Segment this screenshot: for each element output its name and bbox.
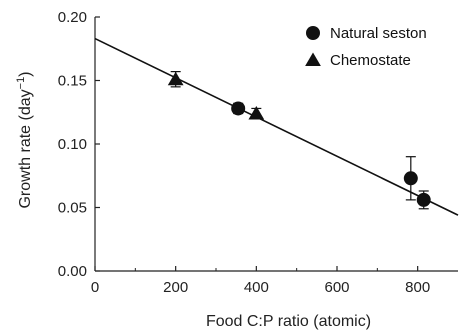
legend: Natural seston Chemostate	[305, 25, 427, 69]
y-tick-label: 0.20	[58, 9, 87, 26]
y-tick-label: 0.05	[58, 200, 87, 217]
legend-marker	[305, 52, 321, 66]
x-tick-label: 600	[324, 279, 349, 296]
y-tick-label: 0.00	[58, 263, 87, 280]
x-tick-label: 400	[244, 279, 269, 296]
y-axis-title: Growth rate (day−1)	[15, 71, 34, 208]
x-tick-label: 0	[91, 279, 99, 296]
x-axis-title-text: Food C:P ratio (atomic)	[206, 313, 371, 330]
point-natural-seston	[231, 101, 246, 116]
y-axis-title-superscript: −1	[15, 77, 27, 90]
point-natural-seston	[403, 171, 418, 186]
y-axis-title-close: )	[17, 71, 34, 76]
data-points	[167, 71, 431, 210]
y-tick-label: 0.15	[58, 73, 87, 90]
legend-label: Chemostate	[330, 52, 411, 69]
legend-marker	[306, 26, 320, 40]
y-axis-title-main: Growth rate (day	[17, 89, 34, 208]
x-tick-label: 800	[405, 279, 430, 296]
point-chemostate	[248, 106, 265, 120]
y-tick-label: 0.10	[58, 136, 87, 153]
axis-ticks: 0 200 400 600 800 0.00 0.05 0.10 0.15 0.20	[58, 9, 430, 296]
regression-line	[94, 37, 459, 216]
x-tick-label: 200	[163, 279, 188, 296]
point-natural-seston	[416, 192, 431, 207]
x-axis-title: Food C:P ratio (atomic)	[206, 313, 371, 330]
point-chemostate	[167, 71, 184, 86]
legend-label: Natural seston	[330, 25, 427, 42]
